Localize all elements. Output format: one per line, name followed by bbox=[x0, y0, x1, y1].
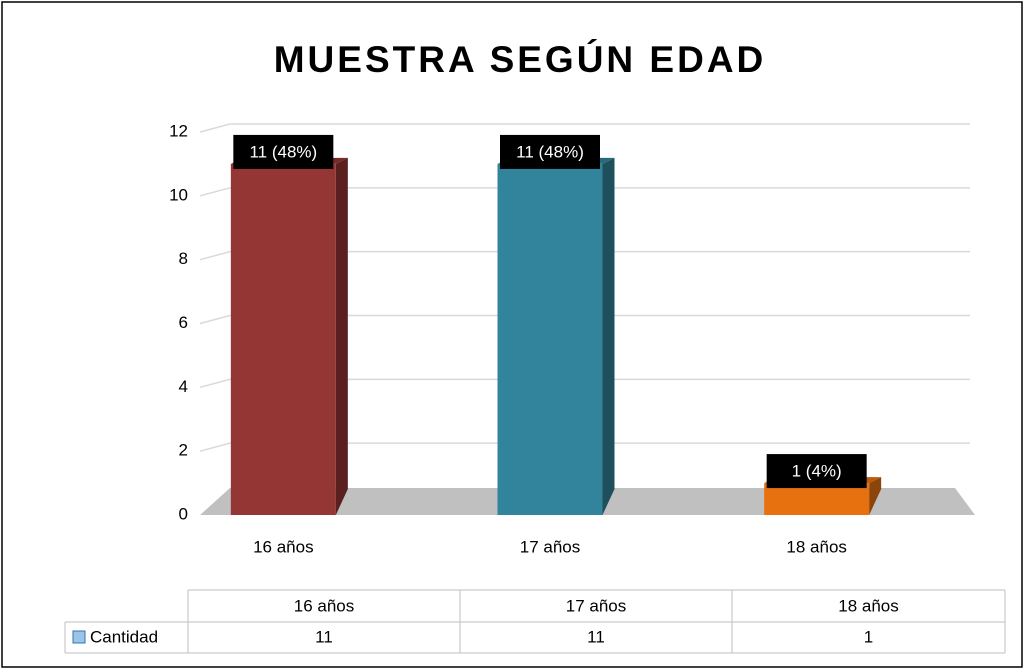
bar bbox=[230, 163, 336, 515]
grid-line bbox=[199, 442, 970, 452]
y-tick-label: 2 bbox=[179, 441, 188, 460]
y-tick-label: 8 bbox=[179, 249, 188, 268]
y-tick-label: 0 bbox=[179, 504, 188, 523]
table-header: 16 años bbox=[294, 596, 355, 615]
grid-line bbox=[199, 250, 970, 261]
bar-side bbox=[869, 477, 882, 515]
x-tick-label: 18 años bbox=[786, 537, 847, 556]
y-tick-label: 12 bbox=[169, 121, 188, 140]
data-label-box bbox=[233, 134, 334, 169]
data-label-box bbox=[500, 134, 600, 169]
y-tick-label: 6 bbox=[179, 313, 188, 332]
data-label: 11 (48%) bbox=[516, 142, 584, 161]
y-tick-label: 4 bbox=[179, 377, 188, 396]
grid-line bbox=[199, 314, 970, 325]
legend-label: Cantidad bbox=[90, 627, 158, 646]
table-header: 17 años bbox=[566, 596, 627, 615]
table-value: 1 bbox=[864, 627, 873, 646]
legend-key bbox=[72, 630, 86, 644]
data-label: 11 (48%) bbox=[249, 142, 317, 161]
table-value: 11 bbox=[315, 627, 333, 646]
grid-line bbox=[199, 187, 970, 197]
x-tick-label: 16 años bbox=[253, 537, 314, 556]
y-tick-label: 10 bbox=[169, 185, 188, 204]
data-label: 1 (4%) bbox=[792, 462, 842, 481]
grid-line bbox=[199, 123, 970, 133]
bar bbox=[497, 163, 603, 515]
x-tick-label: 17 años bbox=[520, 537, 581, 556]
grid-line bbox=[199, 378, 970, 389]
bar-side bbox=[335, 157, 348, 515]
bar bbox=[764, 483, 870, 515]
data-label-box bbox=[766, 454, 867, 489]
chart-title: MUESTRA SEGÚN EDAD bbox=[274, 38, 767, 80]
table-value: 11 bbox=[587, 627, 605, 646]
bar-side bbox=[602, 157, 615, 515]
table-header: 18 años bbox=[838, 596, 899, 615]
